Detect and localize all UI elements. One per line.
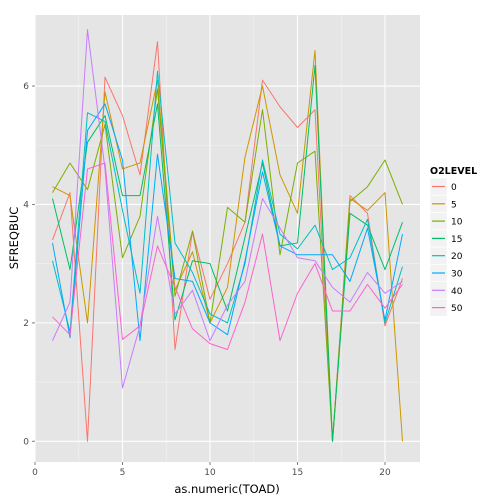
y-tick-label: 4 bbox=[23, 200, 29, 210]
legend-label-50: 50 bbox=[451, 304, 463, 314]
x-tick-label: 5 bbox=[120, 468, 126, 478]
legend-label-40: 40 bbox=[451, 287, 463, 297]
series-line-15 bbox=[52, 64, 403, 442]
x-tick-label: 10 bbox=[204, 468, 216, 478]
series-line-30 bbox=[52, 103, 403, 342]
axes: 0 5 10 15 20 0 2 4 6 bbox=[23, 82, 391, 478]
series-line-40 bbox=[52, 29, 403, 389]
legend-label-15: 15 bbox=[451, 235, 462, 245]
legend-label-5: 5 bbox=[451, 200, 457, 210]
y-axis-title: SFREQBUC bbox=[7, 207, 21, 270]
series-line-10 bbox=[52, 88, 403, 442]
y-tick-label: 0 bbox=[23, 437, 29, 447]
series-line-20 bbox=[52, 70, 403, 333]
legend-label-20: 20 bbox=[451, 252, 463, 262]
y-tick-label: 2 bbox=[23, 319, 29, 329]
series-line-50 bbox=[52, 162, 403, 351]
x-tick-label: 20 bbox=[379, 468, 391, 478]
legend: O2LEVEL 0 5 10 15 20 30 40 50 bbox=[429, 166, 477, 317]
legend-title: O2LEVEL bbox=[430, 166, 477, 177]
legend-label-0: 0 bbox=[451, 183, 457, 193]
series-lines bbox=[52, 29, 403, 442]
x-tick-label: 15 bbox=[292, 468, 303, 478]
legend-label-30: 30 bbox=[451, 270, 463, 280]
x-tick-label: 0 bbox=[32, 468, 38, 478]
plot-panel bbox=[35, 15, 420, 462]
legend-label-10: 10 bbox=[451, 218, 463, 228]
y-tick-label: 6 bbox=[23, 82, 29, 92]
x-axis-title: as.numeric(TOAD) bbox=[174, 482, 279, 496]
